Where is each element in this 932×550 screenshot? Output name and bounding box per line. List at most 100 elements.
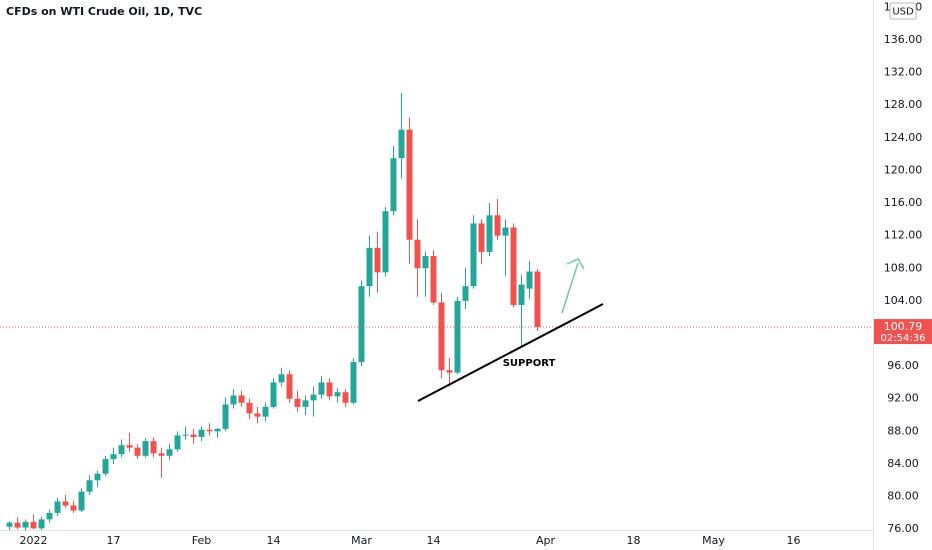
candle-body <box>510 227 517 305</box>
candle-body <box>270 382 277 407</box>
candle-body <box>382 211 389 273</box>
candle-body <box>470 223 477 287</box>
y-tick-label: 76.00 <box>887 522 919 535</box>
countdown-label: 02:54:36 <box>881 333 926 344</box>
candle-body <box>414 239 421 269</box>
candle-body <box>350 362 357 403</box>
candle-body <box>94 473 101 481</box>
candle-body <box>334 392 341 397</box>
candle-body <box>294 398 301 407</box>
candle-body <box>310 394 317 401</box>
x-tick-label: 17 <box>107 534 121 547</box>
candle-body <box>54 501 61 513</box>
x-tick-label: May <box>702 534 725 547</box>
candle-body <box>462 286 469 301</box>
candle-body <box>238 395 245 403</box>
candle-body <box>150 441 157 454</box>
annotation: SUPPORT <box>503 358 556 369</box>
candle-body <box>6 522 13 527</box>
y-tick-label: 112.00 <box>884 229 923 242</box>
candle-body <box>486 215 493 252</box>
x-tick-label: 18 <box>626 534 640 547</box>
support-trendline <box>417 303 604 402</box>
candle-body <box>158 453 165 456</box>
candle-body <box>326 382 333 397</box>
y-tick-label: 120.00 <box>884 163 923 176</box>
candle-body <box>494 215 501 236</box>
candle-body <box>422 256 429 269</box>
candle-body <box>230 395 237 405</box>
candle-body <box>166 449 173 456</box>
y-tick-label: 88.00 <box>887 424 919 437</box>
candle-body <box>502 227 509 236</box>
candle-body <box>478 223 485 252</box>
last-price-box <box>874 319 932 345</box>
candle-body <box>358 286 365 363</box>
candle-body <box>254 413 261 417</box>
candle-body <box>62 501 69 506</box>
y-tick-label: 96.00 <box>887 359 919 372</box>
candle-body <box>174 435 181 450</box>
candle-body <box>406 129 413 240</box>
candle-body <box>246 402 253 414</box>
candle-body <box>398 129 405 159</box>
candle-body <box>30 521 37 529</box>
candle-body <box>214 428 221 432</box>
target-arrow <box>561 262 579 314</box>
target-arrow-head <box>566 258 585 270</box>
x-tick-label: 14 <box>267 534 281 547</box>
candle-body <box>126 445 133 448</box>
plot <box>0 92 873 531</box>
y-tick-label: 128.00 <box>884 98 923 111</box>
y-tick-label: 84.00 <box>887 457 919 470</box>
candle-body <box>286 374 293 399</box>
x-tick-label: 14 <box>427 534 441 547</box>
y-tick-label: 104.00 <box>884 294 923 307</box>
candle-body <box>318 382 325 395</box>
candle-body <box>302 400 309 407</box>
currency-label: USD <box>892 7 914 18</box>
x-tick-label: 16 <box>786 534 800 547</box>
x-tick-label: 2022 <box>20 534 48 547</box>
candle-body <box>198 429 205 438</box>
candle-body <box>222 404 229 429</box>
y-tick-label: 116.00 <box>884 196 923 209</box>
candle-body <box>446 370 453 373</box>
candle-body <box>526 271 533 289</box>
x-tick-label: Mar <box>351 534 372 547</box>
candle-body <box>190 434 197 438</box>
candle-body <box>278 374 285 383</box>
y-tick-label: 132.00 <box>884 66 923 79</box>
x-tick-label: Feb <box>192 534 211 547</box>
candle-body <box>118 445 125 455</box>
candle-body <box>182 434 189 436</box>
y-tick-label: 80.00 <box>887 490 919 503</box>
y-tick-label: 124.00 <box>884 131 923 144</box>
candle-body <box>102 459 109 474</box>
x-tick-label: Apr <box>536 534 556 547</box>
candle-body <box>390 158 397 212</box>
candle-body <box>86 480 93 492</box>
candle-body <box>142 441 149 456</box>
y-tick-label: 136.00 <box>884 33 923 46</box>
candle-body <box>110 454 117 460</box>
currency-badge <box>889 2 917 20</box>
candle-body <box>366 247 373 287</box>
y-tick-label: 108.00 <box>884 261 923 274</box>
candle-body <box>206 429 213 432</box>
candle-body <box>342 392 349 403</box>
y-tick-label: 92.00 <box>887 392 919 405</box>
candle-body <box>454 300 461 373</box>
chart-title: CFDs on WTI Crude Oil, 1D, TVC <box>6 5 202 18</box>
candle-body <box>262 406 269 417</box>
candle-body <box>534 271 541 328</box>
candle-body <box>70 505 77 511</box>
candle-body <box>374 247 381 273</box>
candle-body <box>46 512 53 520</box>
title-bg <box>0 0 240 22</box>
candle-body <box>438 302 445 371</box>
candle-body <box>14 522 21 528</box>
candle-body <box>134 447 141 456</box>
last-price-label: 100.79 <box>884 320 923 333</box>
